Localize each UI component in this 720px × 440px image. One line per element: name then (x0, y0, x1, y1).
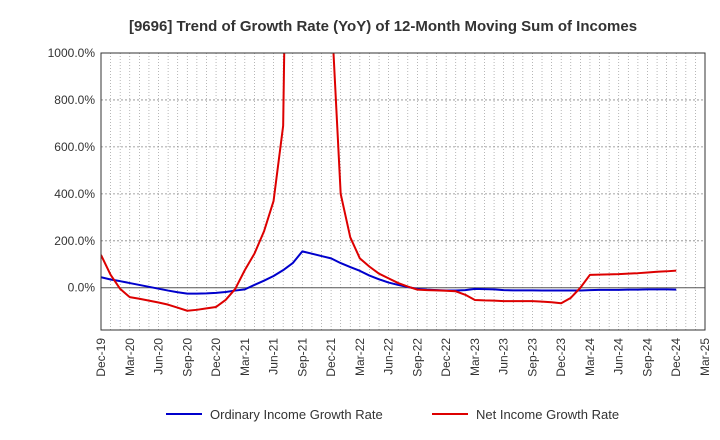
y-tick-label: 0.0% (68, 281, 96, 295)
y-tick-label: 200.0% (54, 234, 95, 248)
series-line-2 (101, 53, 677, 312)
x-axis: Dec-19 Mar-20 Jun-20 Sep-20 Dec-20 Mar-21 Jun-… (94, 338, 712, 377)
plot-frame (100, 52, 706, 331)
x-tick-label: Mar-20 (123, 338, 137, 376)
y-tick-label: 800.0% (54, 93, 95, 107)
x-tick-label: Sep-20 (180, 338, 194, 377)
legend: Ordinary Income Growth Rate Net Income Gr… (166, 407, 619, 422)
x-tick-label: Mar-22 (353, 338, 367, 376)
y-tick-label: 1000.0% (48, 46, 96, 60)
x-tick-label: Dec-20 (209, 338, 223, 377)
x-tick-label: Sep-24 (640, 338, 654, 377)
x-tick-label: Sep-23 (525, 338, 539, 377)
x-tick-label: Dec-22 (439, 338, 453, 377)
x-tick-label: Dec-24 (669, 338, 683, 377)
x-tick-label: Dec-23 (554, 338, 568, 377)
y-axis: 0.0% 200.0% 400.0% 600.0% 800.0% 1000.0% (48, 46, 96, 295)
x-tick-label: Dec-21 (324, 338, 338, 377)
y-tick-label: 400.0% (54, 187, 95, 201)
x-tick-label: Sep-21 (295, 338, 309, 377)
x-tick-label: Mar-24 (583, 338, 597, 376)
legend-label-2: Net Income Growth Rate (476, 407, 619, 422)
x-tick-label: Dec-19 (94, 338, 108, 377)
legend-label-1: Ordinary Income Growth Rate (210, 407, 383, 422)
x-tick-label: Jun-23 (497, 338, 511, 375)
x-tick-label: Mar-23 (468, 338, 482, 376)
x-tick-label: Sep-22 (410, 338, 424, 377)
chart-title: [9696] Trend of Growth Rate (YoY) of 12-… (129, 18, 637, 35)
x-tick-label: Mar-21 (238, 338, 252, 376)
series-line-1 (101, 250, 677, 295)
series-lines (101, 53, 677, 312)
x-tick-label: Jun-20 (152, 338, 166, 375)
x-tick-label: Mar-25 (698, 338, 712, 376)
x-tick-label: Jun-22 (382, 338, 396, 375)
y-tick-label: 600.0% (54, 140, 95, 154)
x-tick-label: Jun-21 (267, 338, 281, 375)
gridlines (101, 52, 705, 330)
x-tick-label: Jun-24 (612, 338, 626, 375)
